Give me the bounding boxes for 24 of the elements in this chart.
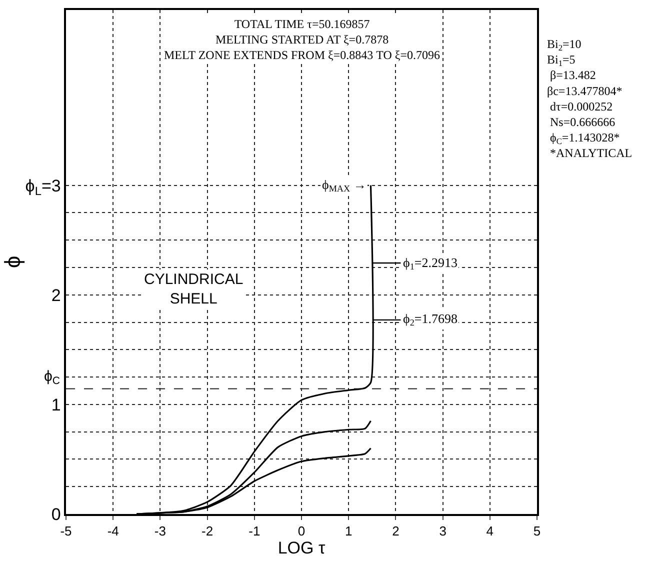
x-tick-label: -1 <box>248 523 260 538</box>
x-tick-label: 1 <box>344 523 352 538</box>
y-axis-title: ϕ <box>0 256 25 268</box>
x-tick-label: 5 <box>533 523 541 538</box>
y-tick-label: 2 <box>51 286 61 305</box>
x-tick-label: 2 <box>392 523 400 538</box>
x-tick-label: -5 <box>60 523 72 538</box>
x-tick-label: 0 <box>298 523 306 538</box>
y-tick-label: 0 <box>51 504 61 524</box>
x-tick-label: 4 <box>486 523 494 538</box>
annotation: ϕ$_{2}$=1.7698 <box>403 311 458 328</box>
text: Bi$_{2}$=10 Bi$_{1}$=5 β=13.482 βc=13.477804* dτ=0.000252 Ns=0.666666 ϕ$_{C}$=1.143028* *ANALYTICAL <box>547 37 632 160</box>
annotation: ϕ$_{MAX}$ → <box>322 177 366 194</box>
ref-line-label: ϕ$_{C}$ <box>44 368 60 388</box>
text: TOTAL TIME τ=50.169857 MELTING STARTED AT ξ=0.7878 MELT ZONE EXTENDS FROM ξ=0.8843 TO ξ=0.7096 <box>164 17 440 62</box>
x-tick-label: -4 <box>107 523 119 538</box>
x-tick-label: 3 <box>439 523 446 538</box>
y-tick-label: 1 <box>51 395 61 414</box>
x-tick-label: -2 <box>202 523 214 538</box>
annotation: CYLINDRICAL SHELL <box>144 271 244 308</box>
x-axis-title: LOG τ <box>278 538 326 558</box>
annotation: ϕ$_{1}$=2.2913 <box>403 255 458 272</box>
y-tick-label: ϕ$_{L}$=3 <box>25 176 61 198</box>
x-tick-label: -3 <box>154 523 166 538</box>
